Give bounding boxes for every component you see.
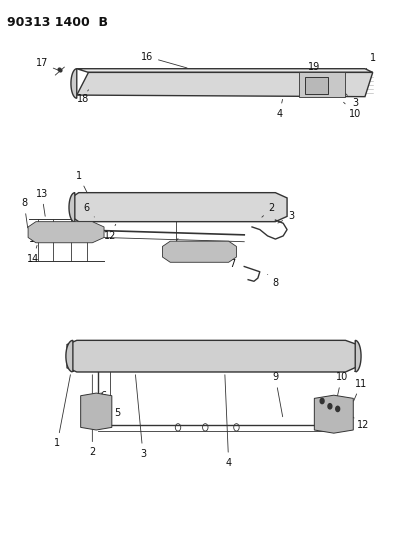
Text: 13: 13 — [28, 229, 41, 244]
Text: 7: 7 — [225, 253, 236, 269]
Text: 4: 4 — [225, 375, 232, 468]
Text: 10: 10 — [335, 372, 348, 401]
Polygon shape — [71, 69, 77, 98]
Polygon shape — [81, 393, 112, 430]
Polygon shape — [314, 395, 353, 433]
Text: 6: 6 — [83, 204, 94, 217]
Text: 4: 4 — [276, 99, 282, 118]
Text: 15: 15 — [164, 239, 178, 256]
Circle shape — [328, 403, 332, 409]
Text: 12: 12 — [352, 417, 369, 430]
Text: 1: 1 — [54, 375, 70, 448]
Text: 17: 17 — [36, 59, 58, 70]
Text: 19: 19 — [308, 62, 320, 77]
Text: 3: 3 — [278, 212, 294, 223]
Text: 10: 10 — [344, 102, 361, 118]
Text: 9: 9 — [272, 372, 283, 417]
FancyBboxPatch shape — [305, 77, 328, 94]
Text: 13: 13 — [36, 189, 48, 216]
Polygon shape — [69, 192, 75, 222]
Text: 5: 5 — [104, 398, 121, 417]
Text: 1: 1 — [367, 53, 376, 69]
Text: 2: 2 — [89, 375, 96, 457]
Text: 3: 3 — [346, 93, 358, 108]
Text: 6: 6 — [100, 391, 106, 401]
Text: 2: 2 — [262, 204, 275, 217]
Polygon shape — [67, 341, 357, 372]
Polygon shape — [162, 241, 237, 262]
Polygon shape — [355, 341, 361, 372]
Text: 8: 8 — [267, 274, 278, 288]
Circle shape — [336, 406, 340, 411]
Polygon shape — [299, 72, 346, 96]
Polygon shape — [77, 72, 373, 96]
Text: 1: 1 — [76, 171, 87, 193]
Text: 90313 1400  B: 90313 1400 B — [7, 16, 108, 29]
Text: 18: 18 — [77, 90, 89, 104]
Polygon shape — [28, 222, 104, 243]
Text: 12: 12 — [103, 224, 116, 241]
Polygon shape — [71, 192, 287, 222]
Text: 3: 3 — [135, 375, 146, 459]
Text: 16: 16 — [141, 52, 187, 68]
Text: 11: 11 — [354, 378, 367, 401]
Text: 8: 8 — [21, 198, 28, 228]
Text: 14: 14 — [27, 245, 39, 264]
Polygon shape — [66, 341, 73, 372]
Text: 18: 18 — [307, 72, 320, 87]
Circle shape — [320, 398, 324, 403]
Polygon shape — [77, 69, 373, 72]
